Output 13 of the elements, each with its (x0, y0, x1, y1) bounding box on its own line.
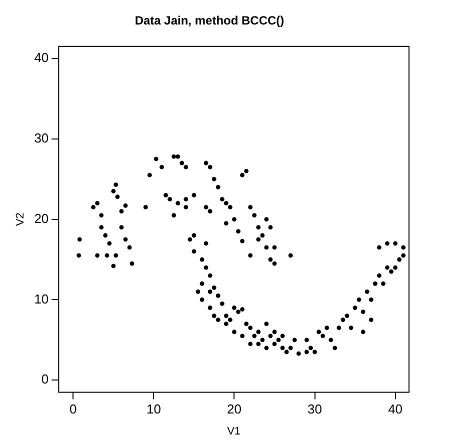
x-tick-label: 20 (227, 402, 242, 417)
y-tick-label: 0 (41, 372, 49, 387)
x-tick-label: 30 (308, 402, 322, 417)
y-tick-label: 30 (34, 130, 49, 146)
chart-title: Data Jain, method BCCC() (134, 14, 284, 28)
y-tick-label: 10 (34, 291, 49, 306)
y-tick-label: 20 (34, 210, 49, 226)
x-tick-label: 0 (70, 402, 77, 417)
x-tick-label: 10 (146, 402, 161, 417)
x-axis-title: V1 (227, 425, 241, 438)
y-axis-title: V2 (14, 212, 27, 226)
x-tick-label: 40 (388, 402, 403, 417)
y-tick-label: 40 (34, 50, 49, 66)
